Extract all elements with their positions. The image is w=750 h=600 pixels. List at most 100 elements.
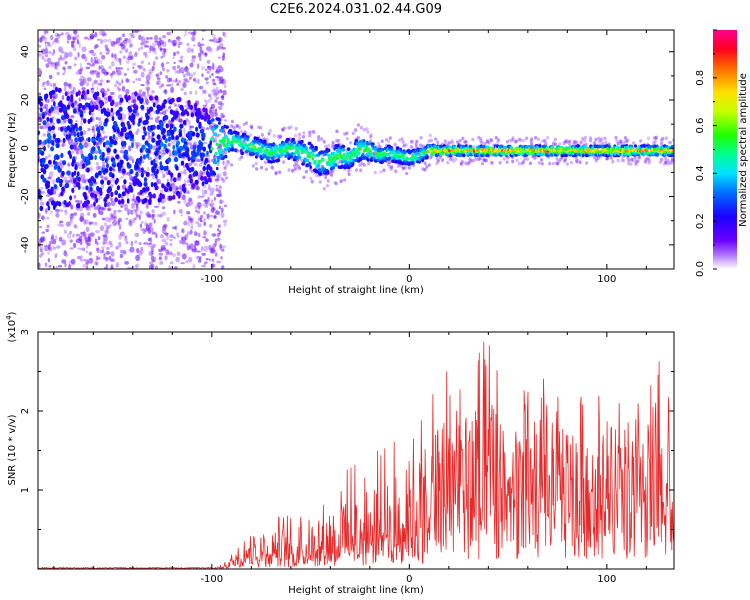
heatmap-noise-cell <box>158 248 163 253</box>
heatmap-noise-cell <box>119 61 122 66</box>
heatmap-halo-cell <box>163 48 167 52</box>
heatmap-halo-cell <box>569 160 574 165</box>
heatmap-noise-cell <box>129 32 134 36</box>
heatmap-noise-cell <box>219 243 222 249</box>
heatmap-noise-cell <box>205 238 209 242</box>
heatmap-ridge-cell <box>211 172 217 176</box>
heatmap-noise-cell <box>61 94 65 101</box>
colorbar-tick-label: 0.6 <box>695 118 706 134</box>
heatmap-noise-cell <box>220 256 223 260</box>
heatmap-ridge-cell <box>366 158 370 162</box>
heatmap-halo-cell <box>530 142 534 146</box>
heatmap-ridge-cell <box>194 179 199 185</box>
heatmap-ridge-cell <box>71 187 75 193</box>
heatmap-halo-cell <box>302 175 306 180</box>
heatmap-ridge-cell <box>77 184 81 190</box>
heatmap-halo-cell <box>163 89 167 94</box>
heatmap-halo-cell <box>446 160 450 165</box>
heatmap-halo-cell <box>621 158 626 163</box>
heatmap-noise-cell <box>220 212 225 219</box>
heatmap-halo-cell <box>165 75 169 79</box>
heatmap-ridge-cell <box>152 124 156 130</box>
heatmap-halo-cell <box>583 138 587 143</box>
heatmap-noise-cell <box>157 116 161 119</box>
heatmap-ridge-cell <box>50 146 55 152</box>
heatmap-ridge-cell <box>198 121 202 127</box>
heatmap-ridge-cell <box>41 114 45 120</box>
heatmap-halo-cell <box>611 159 615 164</box>
heatmap-noise-cell <box>173 209 176 215</box>
heatmap-ridge-cell <box>336 156 340 160</box>
heatmap-ridge-cell <box>45 183 50 189</box>
heatmap-halo-cell <box>645 157 649 161</box>
heatmap-halo-cell <box>369 133 373 137</box>
heatmap-noise-cell <box>84 56 88 62</box>
heatmap-halo-cell <box>54 253 58 257</box>
heatmap-noise-cell <box>132 66 135 69</box>
heatmap-noise-cell <box>79 216 84 222</box>
heatmap-noise-cell <box>148 50 152 54</box>
heatmap-halo-cell <box>186 189 190 194</box>
heatmap-ridge-cell <box>255 137 260 141</box>
heatmap-noise-cell <box>196 63 200 69</box>
heatmap-ridge-cell <box>114 190 119 196</box>
heatmap-noise-cell <box>118 241 122 248</box>
heatmap-noise-cell <box>179 188 182 192</box>
colorbar-tick-label: 0.2 <box>695 213 706 229</box>
heatmap-noise-cell <box>57 33 62 37</box>
heatmap-noise-cell <box>212 37 218 43</box>
heatmap-ridge-cell <box>101 156 105 162</box>
heatmap-halo-cell <box>104 240 108 245</box>
x-tick-label: -100 <box>200 274 223 285</box>
heatmap-ridge-cell <box>47 126 53 132</box>
heatmap-halo-cell <box>179 185 183 189</box>
heatmap-noise-cell <box>139 223 143 229</box>
heatmap-noise-cell <box>186 47 192 53</box>
heatmap-noise-cell <box>123 203 129 210</box>
heatmap-noise-cell <box>204 77 209 81</box>
heatmap-ridge-cell <box>402 157 406 161</box>
heatmap-halo-cell <box>540 162 545 166</box>
heatmap-halo-cell <box>240 155 244 159</box>
heatmap-noise-cell <box>48 171 54 178</box>
heatmap-halo-cell <box>68 179 72 183</box>
heatmap-halo-cell <box>283 126 287 130</box>
heatmap-ridge-cell <box>179 145 184 151</box>
heatmap-halo-cell <box>155 81 159 85</box>
heatmap-halo-cell <box>94 56 98 60</box>
heatmap-halo-cell <box>409 145 414 149</box>
heatmap-ridge-cell <box>115 177 119 183</box>
heatmap-noise-cell <box>186 42 190 47</box>
heatmap-ridge-cell <box>168 186 173 192</box>
heatmap-ridge-cell <box>211 118 215 122</box>
heatmap-halo-cell <box>362 163 366 167</box>
heatmap-halo-cell <box>320 137 324 141</box>
heatmap-noise-cell <box>89 232 95 237</box>
heatmap-noise-cell <box>63 86 67 92</box>
heatmap-ridge-cell <box>74 137 78 143</box>
heatmap-noise-cell <box>43 103 49 109</box>
y-tick-label: 3 <box>20 329 31 335</box>
figure-title: C2E6.2024.031.02.44.G09 <box>270 2 442 17</box>
heatmap-halo-cell <box>49 83 53 87</box>
snr-y-axis-label: SNR (10 * v/v) <box>7 414 18 485</box>
heatmap-noise-cell <box>161 211 167 216</box>
snr-series-line <box>38 341 674 569</box>
heatmap-halo-cell <box>647 158 651 162</box>
heatmap-ridge-cell <box>119 159 124 165</box>
heatmap-noise-cell <box>140 46 144 50</box>
heatmap-ridge-cell <box>77 176 81 182</box>
heatmap-ridge-cell <box>62 137 66 143</box>
heatmap-noise-cell <box>69 239 73 243</box>
heatmap-ridge-cell <box>39 101 44 107</box>
heatmap-noise-cell <box>51 178 56 185</box>
heatmap-noise-cell <box>101 217 106 221</box>
heatmap-halo-cell <box>647 160 651 165</box>
heatmap-halo-cell <box>423 161 427 165</box>
heatmap-halo-cell <box>160 151 165 155</box>
heatmap-noise-cell <box>170 86 175 94</box>
heatmap-halo-cell <box>625 138 629 143</box>
heatmap-noise-cell <box>145 74 151 81</box>
heatmap-halo-cell <box>255 167 259 171</box>
